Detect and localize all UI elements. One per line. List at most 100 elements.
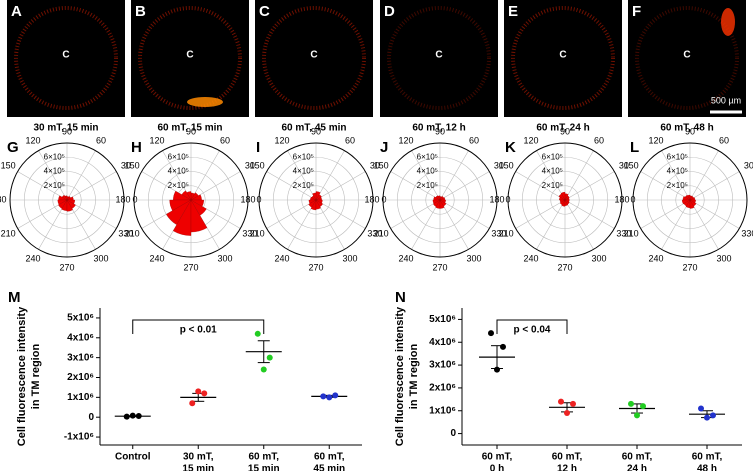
- data-point: [129, 412, 136, 419]
- data-point: [704, 414, 710, 421]
- y-tick-label: 5x10⁶: [67, 313, 94, 324]
- data-point: [570, 400, 576, 407]
- panel-letter: M: [8, 289, 21, 306]
- significance-bracket: [496, 319, 568, 334]
- data-point: [494, 366, 500, 373]
- angle-label: 210: [125, 228, 140, 238]
- angle-label: 210: [250, 228, 265, 238]
- x-tick-label: 15 min: [248, 464, 280, 471]
- image-caption: 30 mT, 15 min: [33, 123, 98, 134]
- rose-sector: [559, 196, 566, 201]
- ring: [287, 171, 345, 229]
- angle-label: 120: [398, 135, 413, 145]
- angle-label: 270: [183, 262, 198, 272]
- ring: [550, 185, 580, 215]
- image-caption: 60 mT, 15 min: [157, 123, 222, 134]
- x-tick-label: 48 h: [697, 464, 717, 471]
- rose-sector: [561, 199, 566, 207]
- y-tick-label: 2x10⁶: [67, 372, 94, 383]
- data-point: [326, 394, 333, 401]
- center-label: C: [683, 50, 690, 61]
- angle-label: 90: [560, 126, 570, 136]
- r-tick-label: 6×10⁵: [44, 152, 65, 161]
- rose-sector: [315, 191, 321, 201]
- x-tick-label: 15 min: [182, 464, 214, 471]
- r-tick-label: 6×10⁵: [168, 152, 189, 161]
- ring: [52, 185, 82, 215]
- angle-label: 330: [118, 228, 133, 238]
- data-point: [564, 410, 570, 417]
- r-tick-label: 2×10⁵: [44, 181, 65, 190]
- angle-label: 120: [274, 135, 289, 145]
- micrograph: [380, 0, 498, 117]
- tissue-ring: [262, 6, 366, 110]
- data-point: [195, 388, 202, 395]
- angle-label: 180: [0, 194, 7, 204]
- ring: [23, 156, 111, 244]
- outer-ring: [133, 142, 249, 258]
- x-tick-label: 0 h: [490, 464, 504, 471]
- ring: [396, 156, 484, 244]
- r-tick-label: 4×10⁵: [44, 167, 65, 176]
- r-tick-label: 6×10⁵: [293, 152, 314, 161]
- rose-sector: [315, 199, 321, 210]
- rose-sector: [564, 199, 570, 203]
- angle-label: 90: [685, 126, 695, 136]
- x-tick-label: 60 mT,: [248, 452, 279, 463]
- rose-sector: [190, 199, 208, 233]
- data-point: [698, 405, 704, 412]
- x-tick-label: 12 h: [557, 464, 577, 471]
- rose-sector: [689, 199, 696, 204]
- angle-label: 30: [245, 160, 255, 170]
- angle-label: 330: [242, 228, 257, 238]
- ring: [536, 171, 594, 229]
- panel-letter: D: [384, 3, 395, 20]
- angle-label: 240: [648, 253, 663, 263]
- outer-ring: [507, 142, 623, 258]
- y-axis-label: in TM region: [30, 344, 42, 410]
- angle-label: 150: [125, 160, 140, 170]
- data-point: [558, 398, 564, 405]
- angle-label: 180: [240, 194, 255, 204]
- tissue-ring: [138, 6, 242, 110]
- data-point: [260, 366, 267, 373]
- angle-label: 270: [432, 262, 447, 272]
- panel-letter: L: [630, 139, 639, 156]
- y-tick-label: 0: [88, 412, 94, 423]
- angle-label: 120: [648, 135, 663, 145]
- ring: [521, 156, 609, 244]
- rose-sector: [310, 199, 317, 211]
- r-tick-label: 6×10⁵: [417, 152, 438, 161]
- angle-label: 30: [370, 160, 380, 170]
- y-tick-label: 4x10⁶: [67, 332, 94, 343]
- image-caption: 60 mT, 45 min: [281, 123, 346, 134]
- angle-label: 150: [499, 160, 514, 170]
- angle-label: 180: [115, 194, 130, 204]
- angle-label: 0: [381, 194, 386, 204]
- angle-label: 150: [1, 160, 16, 170]
- r-tick-label: 2×10⁵: [667, 181, 688, 190]
- data-point: [500, 343, 506, 350]
- x-tick-label: 24 h: [627, 464, 647, 471]
- angle-label: 240: [149, 253, 164, 263]
- rose-sector: [190, 199, 207, 216]
- tissue-ring: [511, 6, 615, 110]
- center-label: C: [310, 50, 317, 61]
- angle-label: 60: [594, 135, 604, 145]
- panel-letter: A: [11, 3, 22, 20]
- rose-sector: [689, 199, 697, 207]
- angle-label: 330: [491, 228, 506, 238]
- significance-label: p < 0.01: [180, 325, 217, 336]
- y-tick-label: 2x10⁶: [429, 383, 456, 394]
- r-tick-label: 4×10⁵: [417, 167, 438, 176]
- x-tick-label: 30 mT,: [183, 452, 214, 463]
- rose-sector: [315, 199, 323, 207]
- panel-letter: C: [259, 3, 270, 20]
- micrograph: [131, 0, 249, 117]
- angle-label: 150: [374, 160, 389, 170]
- r-tick-label: 4×10⁵: [293, 167, 314, 176]
- y-axis-label: Cell fluorescence intensity: [394, 306, 406, 446]
- data-point: [201, 390, 208, 397]
- center-label: C: [186, 50, 193, 61]
- rose-sector: [439, 199, 446, 204]
